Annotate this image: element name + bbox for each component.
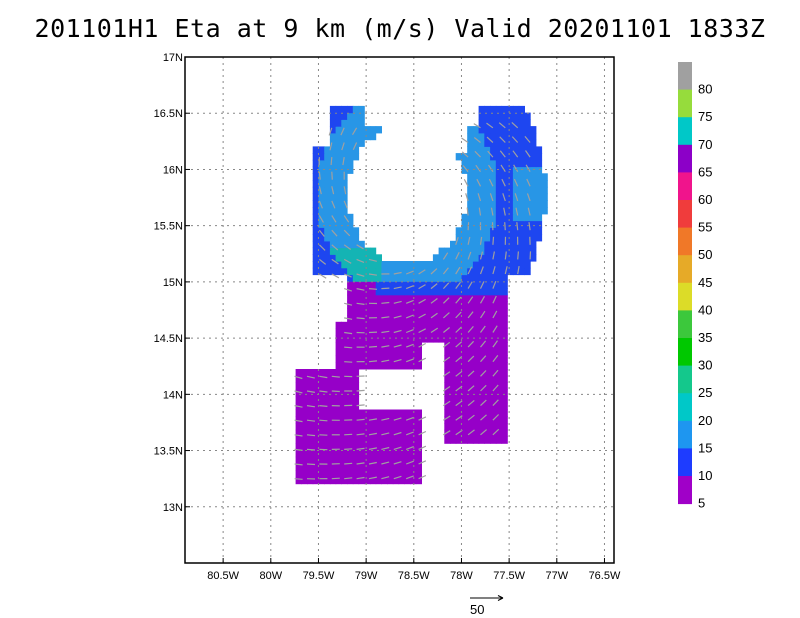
- wind-vectors: [294, 121, 532, 480]
- colorbar-swatch-2: [678, 117, 692, 146]
- x-tick-label-5: 78W: [450, 570, 473, 582]
- x-tick-label-0: 80.5W: [207, 570, 239, 582]
- colorbar-label-11: 25: [698, 385, 712, 400]
- y-tick-label-7: 13.5N: [154, 446, 183, 458]
- plot-frame: [184, 56, 615, 564]
- y-tick-label-2: 16N: [163, 164, 183, 176]
- y-tick-label-1: 16.5N: [154, 108, 183, 120]
- x-tick-label-6: 77.5W: [493, 570, 525, 582]
- colorbar-swatch-13: [678, 420, 692, 449]
- x-tick-label-8: 76.5W: [589, 570, 621, 582]
- colorbar-swatch-1: [678, 89, 692, 118]
- reference-vector-label: 50: [470, 602, 485, 617]
- grid-lines: [185, 57, 614, 563]
- colorbar-label-0: 80: [698, 82, 712, 97]
- colorbar-label-2: 70: [698, 137, 712, 152]
- y-tick-label-4: 15N: [163, 277, 183, 289]
- colorbar-label-7: 45: [698, 275, 712, 290]
- colorbar-swatch-11: [678, 365, 692, 394]
- reference-vector: [470, 595, 504, 601]
- colorbar-swatch-9: [678, 310, 692, 339]
- colorbar-label-8: 40: [698, 302, 712, 317]
- colorbar-swatch-8: [678, 282, 692, 311]
- colorbar-swatch-0: [678, 62, 692, 91]
- wind-field: [295, 105, 548, 485]
- colorbar: 80 75 70 65 60 55 50 45 40 35 30 25 20 15 10 5: [678, 62, 712, 511]
- colorbar-swatch-6: [678, 227, 692, 256]
- y-tick-label-5: 14.5N: [154, 333, 183, 345]
- colorbar-swatch-3: [678, 144, 692, 173]
- colorbar-swatch-15: [678, 476, 692, 505]
- colorbar-label-9: 35: [698, 330, 712, 345]
- colorbar-swatch-4: [678, 172, 692, 201]
- colorbar-swatch-14: [678, 448, 692, 477]
- colorbar-label-3: 65: [698, 164, 712, 179]
- colorbar-label-10: 30: [698, 358, 712, 373]
- colorbar-label-14: 10: [698, 468, 712, 483]
- colorbar-swatch-12: [678, 393, 692, 422]
- x-tick-label-3: 79W: [355, 570, 378, 582]
- colorbar-label-5: 55: [698, 220, 712, 235]
- y-tick-label-3: 15.5N: [154, 221, 183, 233]
- x-tick-label-4: 78.5W: [398, 570, 430, 582]
- x-tick-label-7: 77W: [545, 570, 568, 582]
- colorbar-label-13: 15: [698, 440, 712, 455]
- colorbar-swatch-10: [678, 338, 692, 367]
- y-tick-label-0: 17N: [163, 52, 183, 64]
- x-tick-label-1: 80W: [259, 570, 282, 582]
- colorbar-label-12: 20: [698, 413, 712, 428]
- colorbar-swatch-5: [678, 200, 692, 229]
- y-tick-label-8: 13N: [163, 502, 183, 514]
- colorbar-swatch-7: [678, 255, 692, 284]
- colorbar-label-4: 60: [698, 192, 712, 207]
- y-tick-label-6: 14N: [163, 389, 183, 401]
- y-axis: 17N 16.5N 16N 15.5N 15N 14.5N 14N 13.5N 13N: [154, 52, 190, 514]
- x-tick-label-2: 79.5W: [303, 570, 335, 582]
- chart-title: 201101H1 Eta at 9 km (m/s) Valid 2020110…: [34, 14, 766, 43]
- x-axis: 80.5W 80W 79.5W 79W 78.5W 78W 77.5W 77W 76.5W: [207, 558, 621, 582]
- colorbar-label-6: 50: [698, 247, 712, 262]
- colorbar-label-15: 5: [698, 496, 705, 511]
- colorbar-label-1: 75: [698, 109, 712, 124]
